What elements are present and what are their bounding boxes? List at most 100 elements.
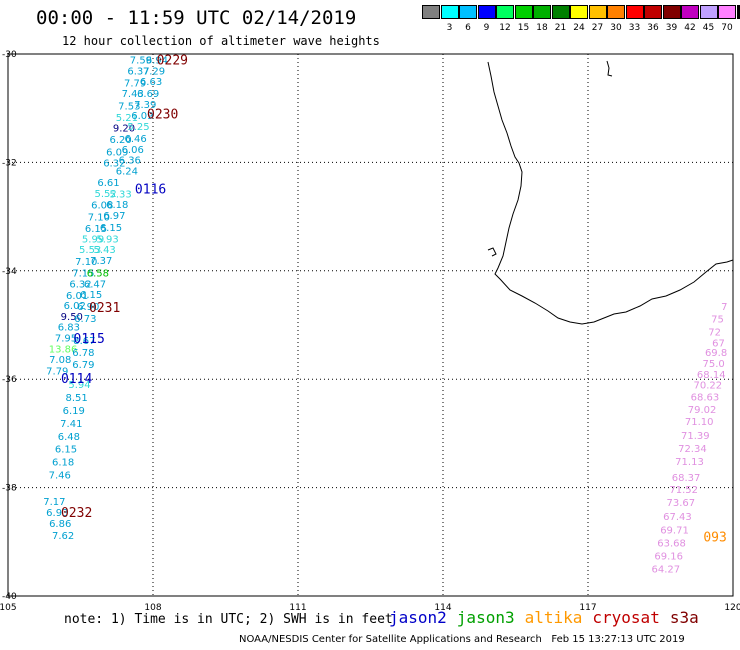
satellite-name: s3a (669, 608, 699, 627)
satellite-name: jason3 (456, 608, 515, 627)
wave-height-label: 7.53 (118, 101, 140, 112)
pass-time-label: 0231 (89, 301, 120, 316)
wave-height-label: 6.19 (63, 406, 85, 417)
footer-credit: NOAA/NESDIS Center for Satellite Applica… (239, 634, 685, 645)
pass-time-label: 093 (703, 530, 726, 545)
wave-height-label: 7.08 (49, 355, 71, 366)
coastline-islet (487, 247, 497, 257)
legend-label: 42 (684, 23, 696, 33)
wave-height-label: 7.39 (134, 100, 156, 111)
legend-swatch (570, 5, 588, 19)
wave-height-label: 72.34 (678, 444, 707, 455)
wave-height-label: 7.95 (55, 333, 77, 344)
page-subtitle: 12 hour collection of altimeter wave hei… (62, 34, 380, 48)
wave-height-label: 6.15 (80, 290, 102, 301)
pass-time-label: 0114 (61, 372, 92, 387)
coastline (487, 61, 734, 325)
wave-height-label: 71.13 (675, 457, 704, 468)
legend-label: 18 (536, 23, 548, 33)
legend-label: 30 (610, 23, 622, 33)
legend-swatch (736, 5, 740, 19)
satellite-name: altika (524, 608, 583, 627)
wave-height-label: 6.20 (109, 135, 131, 146)
footer-note: note: 1) Time is in UTC; 2) SWH is in fe… (64, 612, 393, 627)
wave-height-label: 6.46 (124, 134, 146, 145)
legend-label: 6 (465, 23, 471, 33)
wave-height-label: 5.94 (68, 380, 90, 391)
legend-label: 39 (665, 23, 678, 33)
wave-height-label: 6.97 (103, 211, 125, 222)
wave-height-label: 6.36 (119, 156, 141, 167)
lat-tick-label: -30 (2, 50, 17, 60)
wave-height-label: 6.37 (127, 66, 149, 77)
legend-label: 3 (446, 23, 453, 33)
coastline-islet (606, 60, 613, 77)
legend-swatch (699, 5, 718, 19)
wave-height-label: 5.33 (109, 189, 131, 200)
wave-height-label: 68.37 (672, 473, 701, 484)
lon-tick-label: 114 (434, 603, 451, 613)
pass-time-label: 0230 (147, 108, 178, 123)
map-frame (7, 53, 734, 597)
pass-time-label: 0116 (135, 182, 166, 197)
legend-swatch (514, 5, 533, 19)
pass-time-label: 0115 (74, 332, 105, 347)
wave-height-label: 8.67 (73, 336, 95, 347)
wave-height-label: 64.27 (651, 564, 680, 575)
wave-height-label: 7.10 (75, 257, 97, 268)
lat-tick-label: -38 (2, 484, 17, 494)
wave-height-label: 6.01 (66, 291, 88, 302)
wave-height-label: 7.43 (122, 89, 144, 100)
wave-height-label: 13.86 (49, 344, 78, 355)
wave-height-label: 75.0 (703, 359, 725, 370)
wave-height-label: 5.52 (95, 189, 117, 200)
legend-swatch (496, 5, 514, 19)
wave-height-label: 63.68 (657, 538, 686, 549)
wave-height-label: 68.14 (697, 370, 726, 381)
wave-height-label: 7.10 (88, 213, 110, 224)
legend-swatch (625, 5, 644, 19)
lat-tick-label: -34 (2, 267, 17, 277)
wave-height-label: 6.61 (97, 178, 119, 189)
wave-height-label: 6.69 (137, 89, 159, 100)
wave-height-label: 67 (712, 338, 725, 349)
legend-label: 33 (628, 23, 641, 33)
wave-height-label: 7 (721, 302, 727, 313)
wave-height-label: 7.59 (130, 55, 152, 66)
wave-height-label: 6.90 (77, 302, 99, 313)
wave-height-label: 72 (708, 328, 721, 339)
wave-height-label: 6.47 (84, 279, 106, 290)
lon-tick-label: 105 (0, 603, 17, 613)
wave-height-label: 6.78 (72, 348, 94, 359)
wave-height-label: 6.94 (146, 55, 168, 66)
wave-height-label: 8.51 (66, 393, 88, 404)
wave-height-label: 71.52 (669, 485, 698, 496)
wave-height-label: 5.93 (96, 234, 118, 245)
legend-label: 24 (573, 23, 585, 33)
wave-height-label: 5.53 (79, 245, 101, 256)
wave-height-label: 5.21 (116, 113, 138, 124)
lon-tick-label: 120 (724, 603, 740, 613)
legend-label: 12 (499, 23, 511, 33)
wave-height-label: 7.79 (46, 367, 68, 378)
pass-time-label: 0232 (61, 506, 92, 521)
wave-height-label: 71.39 (681, 431, 710, 442)
legend-swatch (477, 5, 496, 19)
wave-height-label: 6.32 (69, 279, 91, 290)
wave-height-label: 6.09 (131, 111, 153, 122)
wave-height-label: 6.15 (55, 445, 77, 456)
legend-swatch (662, 5, 681, 19)
wave-height-label: 7.46 (49, 471, 71, 482)
wave-height-label: 7.62 (52, 531, 74, 542)
legend-swatch (440, 5, 459, 19)
wave-height-label: 5.43 (94, 245, 116, 256)
wave-height-label: 69.71 (660, 525, 689, 536)
lon-tick-label: 108 (144, 603, 161, 613)
satellite-name: jason2 (389, 608, 447, 627)
wave-height-label: 70.22 (694, 381, 723, 392)
wave-height-label: 6.15 (100, 223, 122, 234)
wave-height-label: 7.41 (60, 419, 82, 430)
legend-label: 36 (647, 23, 659, 33)
